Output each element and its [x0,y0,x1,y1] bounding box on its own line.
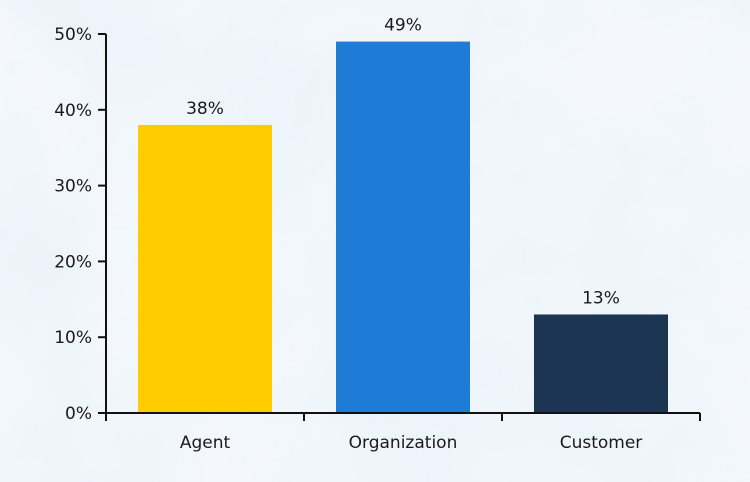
y-tick-label: 30% [54,177,92,197]
data-label-organization: 49% [384,16,422,36]
bars-group [138,41,668,414]
bar-customer [534,314,668,413]
axes-group [105,34,700,414]
x-ticks-group: Agent Organization Customer [105,413,701,453]
y-ticks-group: 0% 10% 20% 30% 40% 50% [54,25,106,424]
bar-organization [336,41,470,414]
y-tick-label: 0% [65,404,92,424]
y-tick-label: 50% [54,25,92,45]
bar-agent [138,124,272,414]
data-label-agent: 38% [186,99,224,119]
y-tick-label: 20% [54,252,92,272]
x-category-label: Agent [180,433,231,453]
x-category-label: Customer [560,433,643,453]
data-labels-group: 38% 49% 13% [186,16,620,309]
y-tick-label: 40% [54,101,92,121]
x-category-label: Organization [349,433,458,453]
data-label-customer: 13% [582,288,620,308]
y-tick-label: 10% [54,328,92,348]
